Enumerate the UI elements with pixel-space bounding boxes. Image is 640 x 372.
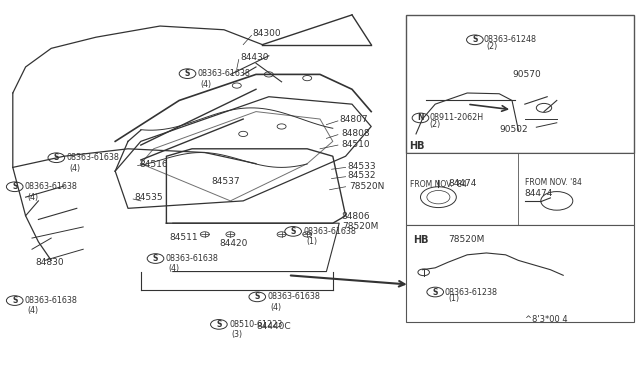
Text: 84808: 84808 — [341, 129, 370, 138]
Text: 78520M: 78520M — [342, 222, 378, 231]
Text: 90502: 90502 — [499, 125, 528, 134]
Text: 84535: 84535 — [134, 193, 163, 202]
Text: (4): (4) — [28, 307, 38, 315]
Text: 84511: 84511 — [170, 233, 198, 242]
Text: S: S — [54, 153, 59, 162]
Text: 78520N: 78520N — [349, 182, 384, 190]
Text: 84533: 84533 — [348, 162, 376, 171]
Text: (1): (1) — [448, 294, 459, 303]
Text: S: S — [291, 227, 296, 236]
Text: 90570: 90570 — [512, 70, 541, 79]
Text: 08911-2062H: 08911-2062H — [429, 113, 484, 122]
Text: 84510: 84510 — [341, 140, 370, 149]
Text: S: S — [12, 296, 17, 305]
Text: (3): (3) — [232, 330, 243, 339]
Text: 08510-61223: 08510-61223 — [229, 320, 282, 329]
Text: (4): (4) — [168, 264, 179, 273]
Text: S: S — [255, 292, 260, 301]
Text: S: S — [216, 320, 221, 329]
Text: S: S — [185, 69, 190, 78]
Text: 84440C: 84440C — [256, 322, 291, 331]
Text: 84830: 84830 — [35, 258, 64, 267]
Text: 84516: 84516 — [140, 160, 168, 169]
Text: (4): (4) — [28, 193, 38, 202]
Text: N: N — [417, 113, 424, 122]
Text: FROM NOV. '84: FROM NOV. '84 — [410, 180, 467, 189]
Text: 08363-61638: 08363-61638 — [25, 296, 78, 305]
Text: HB: HB — [410, 141, 425, 151]
Text: 08363-61238: 08363-61238 — [445, 288, 498, 296]
Text: 84300: 84300 — [253, 29, 282, 38]
Text: (2): (2) — [486, 42, 498, 51]
Text: (4): (4) — [69, 164, 80, 173]
Text: 08363-61248: 08363-61248 — [483, 35, 536, 44]
Text: (4): (4) — [270, 303, 281, 312]
Text: 78520M: 78520M — [448, 235, 484, 244]
Text: (4): (4) — [200, 80, 211, 89]
Text: 08363-61638: 08363-61638 — [25, 182, 78, 191]
Text: 08363-61638: 08363-61638 — [303, 227, 356, 236]
Text: 08363-61638: 08363-61638 — [268, 292, 321, 301]
Text: S: S — [153, 254, 158, 263]
Text: 84807: 84807 — [339, 115, 368, 124]
Text: 84420: 84420 — [219, 239, 247, 248]
Text: 08363-61638: 08363-61638 — [166, 254, 219, 263]
Text: S: S — [472, 35, 477, 44]
Bar — [406, 153, 634, 225]
Text: S: S — [12, 182, 17, 191]
Text: HB: HB — [413, 235, 428, 245]
Bar — [406, 15, 634, 153]
Text: (1): (1) — [306, 237, 317, 246]
Text: FROM NOV. '84: FROM NOV. '84 — [525, 178, 582, 187]
Text: 84806: 84806 — [342, 212, 371, 221]
Text: 84474: 84474 — [448, 179, 476, 187]
Text: ^8'3*00 4: ^8'3*00 4 — [525, 315, 568, 324]
Text: S: S — [433, 288, 438, 296]
Text: 84474: 84474 — [525, 189, 553, 198]
Text: 08363-61638: 08363-61638 — [67, 153, 120, 162]
Text: 08363-61638: 08363-61638 — [198, 69, 251, 78]
Text: 84537: 84537 — [211, 177, 240, 186]
Bar — [406, 225, 634, 322]
Text: 84430: 84430 — [240, 53, 269, 62]
Text: (2): (2) — [429, 120, 441, 129]
Text: 84532: 84532 — [348, 171, 376, 180]
